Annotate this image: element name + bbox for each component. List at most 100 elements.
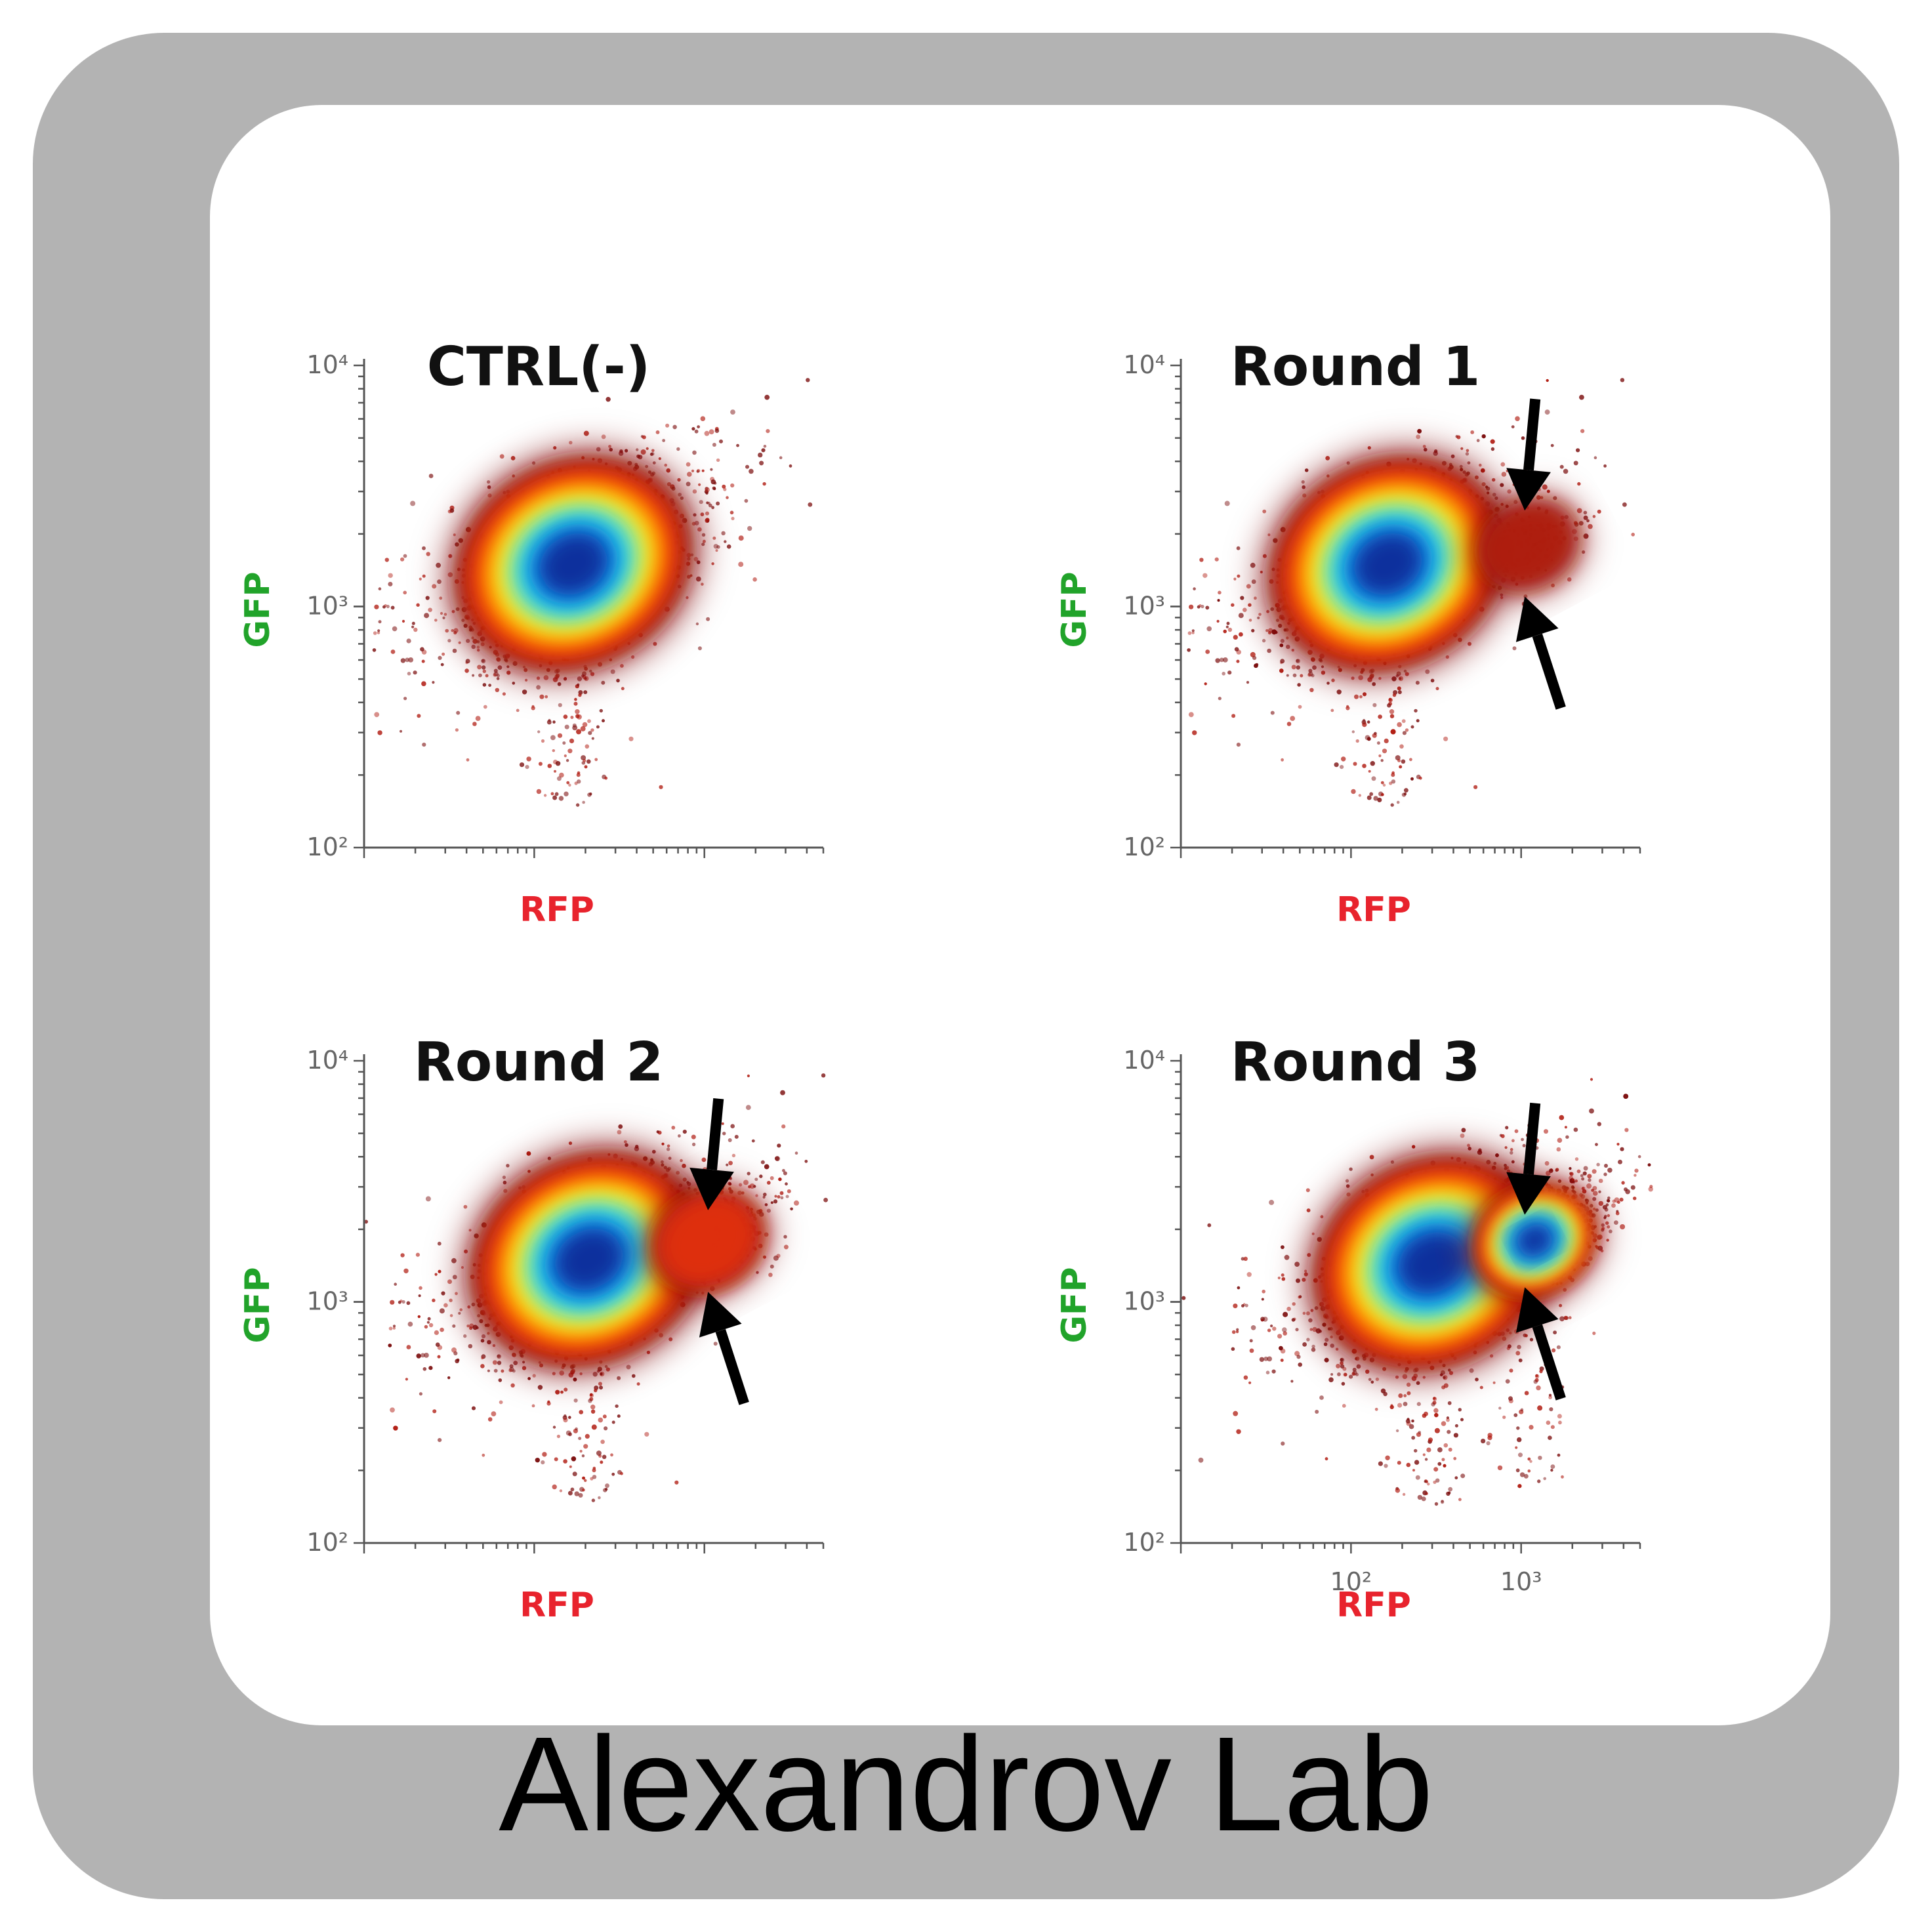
chart-title: Round 1	[1231, 336, 1481, 398]
scatter-point	[582, 1476, 585, 1480]
scatter-point	[1382, 749, 1387, 754]
scatter-point	[780, 1090, 785, 1096]
scatter-point	[400, 730, 402, 733]
scatter-point	[382, 605, 386, 609]
scatter-point	[625, 1143, 628, 1147]
scatter-point	[726, 1163, 729, 1166]
scatter-point	[770, 1176, 774, 1180]
scatter-point	[1296, 659, 1300, 663]
scatter-point	[604, 776, 608, 780]
scatter-point	[1325, 456, 1330, 461]
scatter-point	[572, 1471, 577, 1477]
scatter-point	[573, 701, 578, 706]
scatter-point	[1403, 792, 1407, 796]
scatter-point	[570, 1487, 575, 1492]
scatter-point	[455, 1292, 458, 1296]
scatter-point	[547, 764, 552, 768]
scatter-point	[531, 706, 535, 710]
scatter-point	[743, 1180, 749, 1185]
scatter-point	[570, 716, 574, 719]
scatter-point	[1550, 443, 1554, 447]
scatter-point	[716, 545, 720, 549]
scatter-point	[539, 694, 545, 699]
scatter-point	[394, 1283, 397, 1286]
scatter-point	[1308, 668, 1313, 673]
scatter-point	[1418, 776, 1422, 780]
scatter-point	[1479, 463, 1482, 467]
scatter-point	[1465, 452, 1470, 456]
scatter-point	[1583, 533, 1589, 539]
scatter-point	[456, 710, 461, 715]
scatter-point	[422, 574, 426, 578]
scatter-point	[1490, 447, 1495, 451]
scatter-point	[418, 1294, 421, 1298]
scatter-point	[749, 468, 754, 474]
scatter-point	[1222, 672, 1225, 676]
scatter-point	[506, 670, 511, 675]
scatter-point	[585, 1433, 590, 1439]
scatter-point	[437, 1241, 442, 1246]
scatter-point	[680, 1159, 683, 1162]
scatter-point	[512, 682, 516, 685]
scatter-point	[483, 705, 487, 709]
scatter-point	[1218, 590, 1222, 595]
scatter-point	[564, 724, 569, 730]
scatter-point	[568, 1141, 573, 1145]
scatter-point	[677, 478, 681, 482]
scatter-point	[711, 562, 714, 565]
scatter-point	[554, 792, 559, 796]
scatter-point	[541, 1460, 545, 1465]
scatter-point	[1199, 558, 1204, 562]
scatter-point	[1250, 562, 1256, 568]
scatter-point	[1417, 428, 1422, 434]
scatter-point	[403, 1268, 409, 1274]
scatter-point	[1620, 378, 1625, 382]
scatter-point	[552, 677, 558, 682]
scatter-point	[481, 1357, 484, 1360]
scatter-point	[445, 628, 449, 633]
scatter-point	[1354, 694, 1359, 699]
scatter-point	[1500, 462, 1506, 467]
scatter-point	[537, 730, 541, 733]
scatter-point	[1559, 464, 1564, 469]
scatter-point	[1279, 643, 1284, 647]
scatter-point	[390, 1407, 395, 1413]
scatter-point	[1248, 619, 1252, 622]
scatter-point	[426, 552, 430, 556]
scatter-point	[665, 423, 670, 428]
scatter-point	[377, 631, 380, 634]
scatter-point	[438, 655, 442, 661]
scatter-point	[686, 482, 691, 487]
scatter-point	[1251, 579, 1256, 585]
scatter-point	[482, 665, 486, 670]
scatter-point	[755, 1194, 758, 1197]
scatter-point	[698, 483, 701, 486]
scatter-point	[713, 482, 717, 485]
scatter-point	[1188, 712, 1194, 718]
scatter-point	[1363, 718, 1366, 722]
scatter-point	[1501, 472, 1507, 477]
scatter-point	[758, 452, 763, 458]
scatter-point	[577, 779, 581, 784]
scatter-point	[628, 736, 634, 741]
scatter-point	[378, 620, 382, 624]
scatter-point	[472, 1406, 476, 1410]
scatter-point	[693, 513, 697, 517]
scatter-point	[1224, 501, 1230, 506]
scatter-point	[406, 1301, 411, 1305]
scatter-point	[1376, 741, 1380, 745]
scatter-point	[1279, 668, 1284, 673]
scatter-point	[575, 714, 580, 718]
scatter-point	[1217, 599, 1220, 602]
scatter-point	[667, 1144, 670, 1148]
scatter-point	[1381, 793, 1384, 796]
scatter-point	[1391, 676, 1397, 682]
scatter-point	[578, 1437, 582, 1441]
scatter-point	[428, 474, 434, 478]
scatter-point	[1579, 394, 1584, 400]
scatter-point	[728, 1138, 732, 1142]
scatter-point	[447, 509, 452, 514]
scatter-point	[439, 1308, 445, 1314]
scatter-point	[425, 1196, 431, 1202]
scatter-point	[592, 1475, 597, 1479]
